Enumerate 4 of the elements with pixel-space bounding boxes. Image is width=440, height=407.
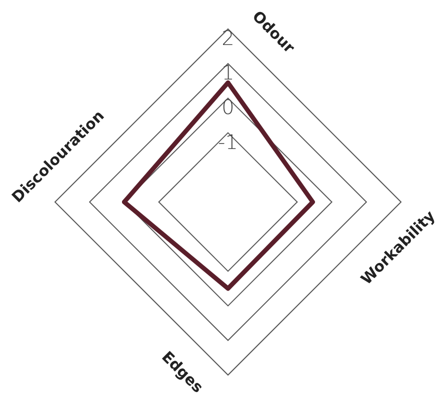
y-tick-label: 0 (222, 95, 234, 120)
y-tick-label: -1 (218, 130, 238, 154)
y-tick-label: 1 (222, 60, 234, 85)
y-tick-label: 2 (222, 26, 234, 50)
